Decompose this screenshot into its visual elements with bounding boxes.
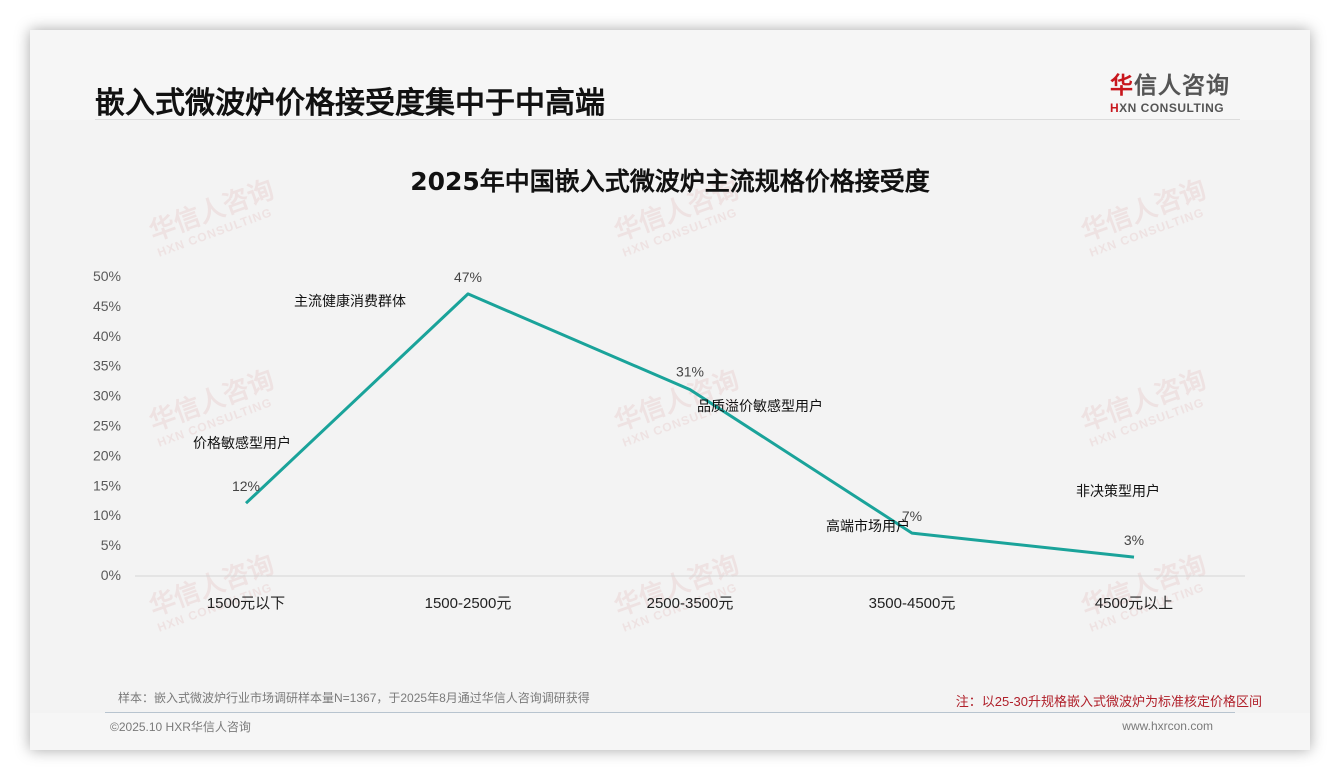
x-tick-label: 4500元以上 <box>1095 595 1173 612</box>
x-tick-label: 3500-4500元 <box>869 595 956 612</box>
data-value-label: 47% <box>454 269 482 285</box>
header-band <box>30 30 1310 120</box>
segment-annotation: 价格敏感型用户 <box>193 435 291 451</box>
data-value-label: 3% <box>1124 532 1144 548</box>
segment-annotation: 高端市场用户 <box>826 518 910 534</box>
segment-annotation: 主流健康消费群体 <box>294 293 406 309</box>
header-divider <box>95 119 1240 120</box>
slide: 嵌入式微波炉价格接受度集中于中高端 华信人咨询 HXN CONSULTING 华… <box>30 30 1310 750</box>
y-tick-label: 40% <box>93 328 121 344</box>
copyright: ©2025.10 HXR华信人咨询 <box>110 720 251 734</box>
x-tick-label: 1500-2500元 <box>425 595 512 612</box>
logo-english: HXN CONSULTING <box>1110 101 1225 115</box>
y-tick-label: 20% <box>93 447 121 463</box>
x-tick-label: 2500-3500元 <box>647 595 734 612</box>
page-title: 嵌入式微波炉价格接受度集中于中高端 <box>95 86 605 121</box>
y-tick-label: 50% <box>93 268 121 284</box>
spec-note: 注：以25-30升规格嵌入式微波炉为标准核定价格区间 <box>955 694 1262 709</box>
footer-band <box>30 713 1310 750</box>
line-chart: 0% 5% 10% 15% 20% 25% 30% 35% 40% 45% 50% 1500元以下 15… <box>93 268 1245 612</box>
y-tick-label: 30% <box>93 388 121 404</box>
data-value-label: 7% <box>902 508 922 524</box>
logo-chinese: 华信人咨询 <box>1110 73 1230 99</box>
y-tick-label: 10% <box>93 507 121 523</box>
footer-divider <box>105 712 1235 713</box>
chart-title: 2025年中国嵌入式微波炉主流规格价格接受度 <box>410 167 930 196</box>
x-tick-label: 1500元以下 <box>207 595 285 612</box>
y-tick-label: 45% <box>93 298 121 314</box>
y-tick-label: 5% <box>101 537 121 553</box>
y-tick-label: 35% <box>93 358 121 374</box>
data-line <box>244 292 1135 559</box>
segment-annotation: 品质溢价敏感型用户 <box>697 398 823 414</box>
company-logo: 华信人咨询 HXN CONSULTING <box>1110 66 1240 115</box>
y-tick-label: 25% <box>93 418 121 434</box>
sample-note: 样本：嵌入式微波炉行业市场调研样本量N=1367，于2025年8月通过华信人咨询… <box>118 691 590 705</box>
data-value-label: 31% <box>676 364 704 380</box>
segment-annotation: 非决策型用户 <box>1076 483 1160 499</box>
data-value-label: 12% <box>232 478 260 494</box>
y-tick-label: 0% <box>101 567 121 583</box>
website-link[interactable]: www.hxrcon.com <box>1122 719 1213 733</box>
y-tick-label: 15% <box>93 477 121 493</box>
